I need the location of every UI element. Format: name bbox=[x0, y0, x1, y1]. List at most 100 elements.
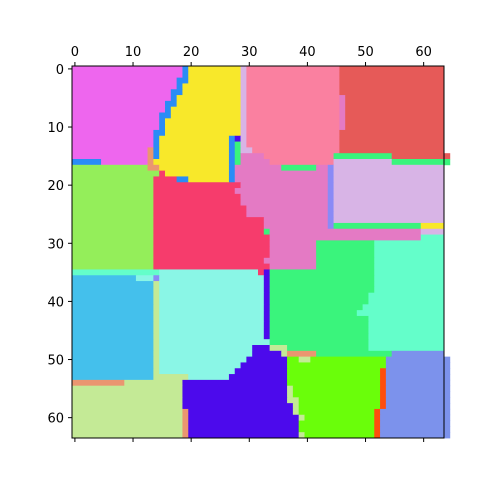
heatmap-cell bbox=[246, 100, 340, 108]
heatmap-cell bbox=[72, 66, 183, 73]
heatmap-cell bbox=[182, 420, 189, 427]
heatmap-cell bbox=[333, 159, 393, 166]
heatmap-cell bbox=[374, 408, 381, 416]
heatmap-cell bbox=[269, 234, 422, 241]
heatmap-cell bbox=[72, 385, 183, 392]
heatmap-cell bbox=[72, 286, 154, 294]
y-tick-label: 30 bbox=[47, 237, 64, 252]
heatmap-cell bbox=[72, 281, 154, 288]
heatmap-cell bbox=[72, 211, 154, 218]
heatmap-cell bbox=[72, 129, 154, 137]
heatmap-cell bbox=[269, 159, 334, 166]
heatmap-cell bbox=[188, 426, 300, 433]
heatmap-cell bbox=[153, 362, 160, 369]
heatmap-cell bbox=[72, 263, 154, 270]
heatmap-cell bbox=[304, 414, 375, 421]
heatmap-cell bbox=[292, 391, 381, 398]
heatmap-cell bbox=[153, 182, 241, 189]
heatmap-cell bbox=[72, 327, 154, 334]
heatmap-cell bbox=[339, 100, 346, 108]
heatmap-cell bbox=[182, 432, 189, 439]
heatmap-cell bbox=[240, 129, 247, 137]
heatmap-cell bbox=[269, 339, 369, 346]
heatmap-cell bbox=[385, 362, 451, 369]
heatmap-cell bbox=[298, 432, 305, 439]
heatmap-cell bbox=[269, 246, 317, 253]
heatmap-cell bbox=[72, 252, 154, 259]
heatmap-cell bbox=[287, 379, 381, 387]
heatmap-cell bbox=[72, 304, 154, 311]
heatmap-cell bbox=[339, 118, 346, 125]
heatmap-cell bbox=[153, 193, 241, 201]
heatmap-cell bbox=[339, 135, 445, 142]
heatmap-cell bbox=[72, 199, 154, 206]
heatmap-cell bbox=[182, 83, 241, 90]
heatmap-cell bbox=[298, 356, 311, 363]
heatmap-cell bbox=[153, 339, 160, 346]
heatmap-cell bbox=[252, 350, 282, 358]
heatmap-cell bbox=[72, 77, 178, 84]
heatmap-cell bbox=[153, 321, 160, 328]
heatmap-cell bbox=[420, 234, 445, 241]
heatmap-cell bbox=[374, 420, 381, 427]
heatmap-cell bbox=[188, 408, 294, 416]
heatmap-cell bbox=[362, 304, 445, 311]
heatmap-cell bbox=[72, 345, 154, 352]
heatmap-cell bbox=[281, 350, 288, 358]
x-tick-label: 20 bbox=[183, 45, 200, 60]
heatmap-cell bbox=[240, 83, 247, 90]
heatmap-cell bbox=[182, 397, 288, 404]
heatmap-cell bbox=[380, 391, 387, 398]
heatmap-cell bbox=[368, 333, 445, 340]
heatmap-cell bbox=[368, 339, 445, 346]
heatmap-cell bbox=[159, 147, 230, 154]
heatmap-cell bbox=[72, 170, 160, 177]
heatmap-cell bbox=[159, 112, 172, 119]
heatmap-cell bbox=[269, 310, 358, 317]
heatmap-cell bbox=[72, 275, 137, 282]
heatmap-cell bbox=[153, 240, 271, 247]
heatmap-cell bbox=[327, 222, 334, 230]
heatmap-cell bbox=[368, 298, 445, 305]
heatmap-cell bbox=[72, 71, 183, 79]
heatmap-cell bbox=[147, 147, 154, 154]
heatmap-cell bbox=[159, 327, 265, 334]
heatmap-cell bbox=[72, 234, 154, 241]
heatmap-cell bbox=[159, 118, 166, 125]
heatmap-cell bbox=[385, 403, 451, 410]
heatmap-cell bbox=[263, 327, 271, 334]
heatmap-cell bbox=[159, 321, 265, 328]
heatmap-cell bbox=[380, 368, 387, 375]
heatmap-cell bbox=[316, 246, 375, 253]
plot-frame bbox=[71, 65, 445, 439]
heatmap-cell bbox=[153, 257, 265, 265]
heatmap-cell bbox=[385, 379, 451, 387]
heatmap-cell bbox=[380, 379, 387, 387]
heatmap-cell bbox=[176, 95, 241, 102]
heatmap-cell bbox=[72, 228, 154, 235]
heatmap-cell bbox=[72, 95, 172, 102]
heatmap-cell bbox=[165, 118, 241, 125]
heatmap-cell bbox=[298, 414, 305, 421]
heatmap-cell bbox=[72, 112, 160, 119]
heatmap-cell bbox=[246, 211, 329, 218]
heatmap-cell bbox=[316, 263, 375, 270]
heatmap-cell bbox=[292, 385, 381, 392]
heatmap-cell bbox=[298, 420, 375, 427]
heatmap-cell bbox=[147, 159, 154, 166]
heatmap-cell bbox=[252, 147, 340, 154]
heatmap-cell bbox=[165, 106, 172, 113]
heatmap-cell bbox=[153, 350, 160, 358]
heatmap-cell bbox=[72, 222, 154, 230]
heatmap-cell bbox=[385, 385, 451, 392]
heatmap-cell bbox=[316, 350, 393, 358]
heatmap-cell bbox=[263, 257, 317, 265]
heatmap-cell bbox=[263, 228, 271, 235]
heatmap-cell bbox=[246, 71, 340, 79]
heatmap-cell bbox=[153, 153, 160, 160]
heatmap-cell bbox=[234, 188, 329, 195]
heatmap-cell bbox=[374, 246, 445, 253]
heatmap-cell bbox=[391, 350, 445, 358]
heatmap-cell bbox=[304, 432, 375, 439]
